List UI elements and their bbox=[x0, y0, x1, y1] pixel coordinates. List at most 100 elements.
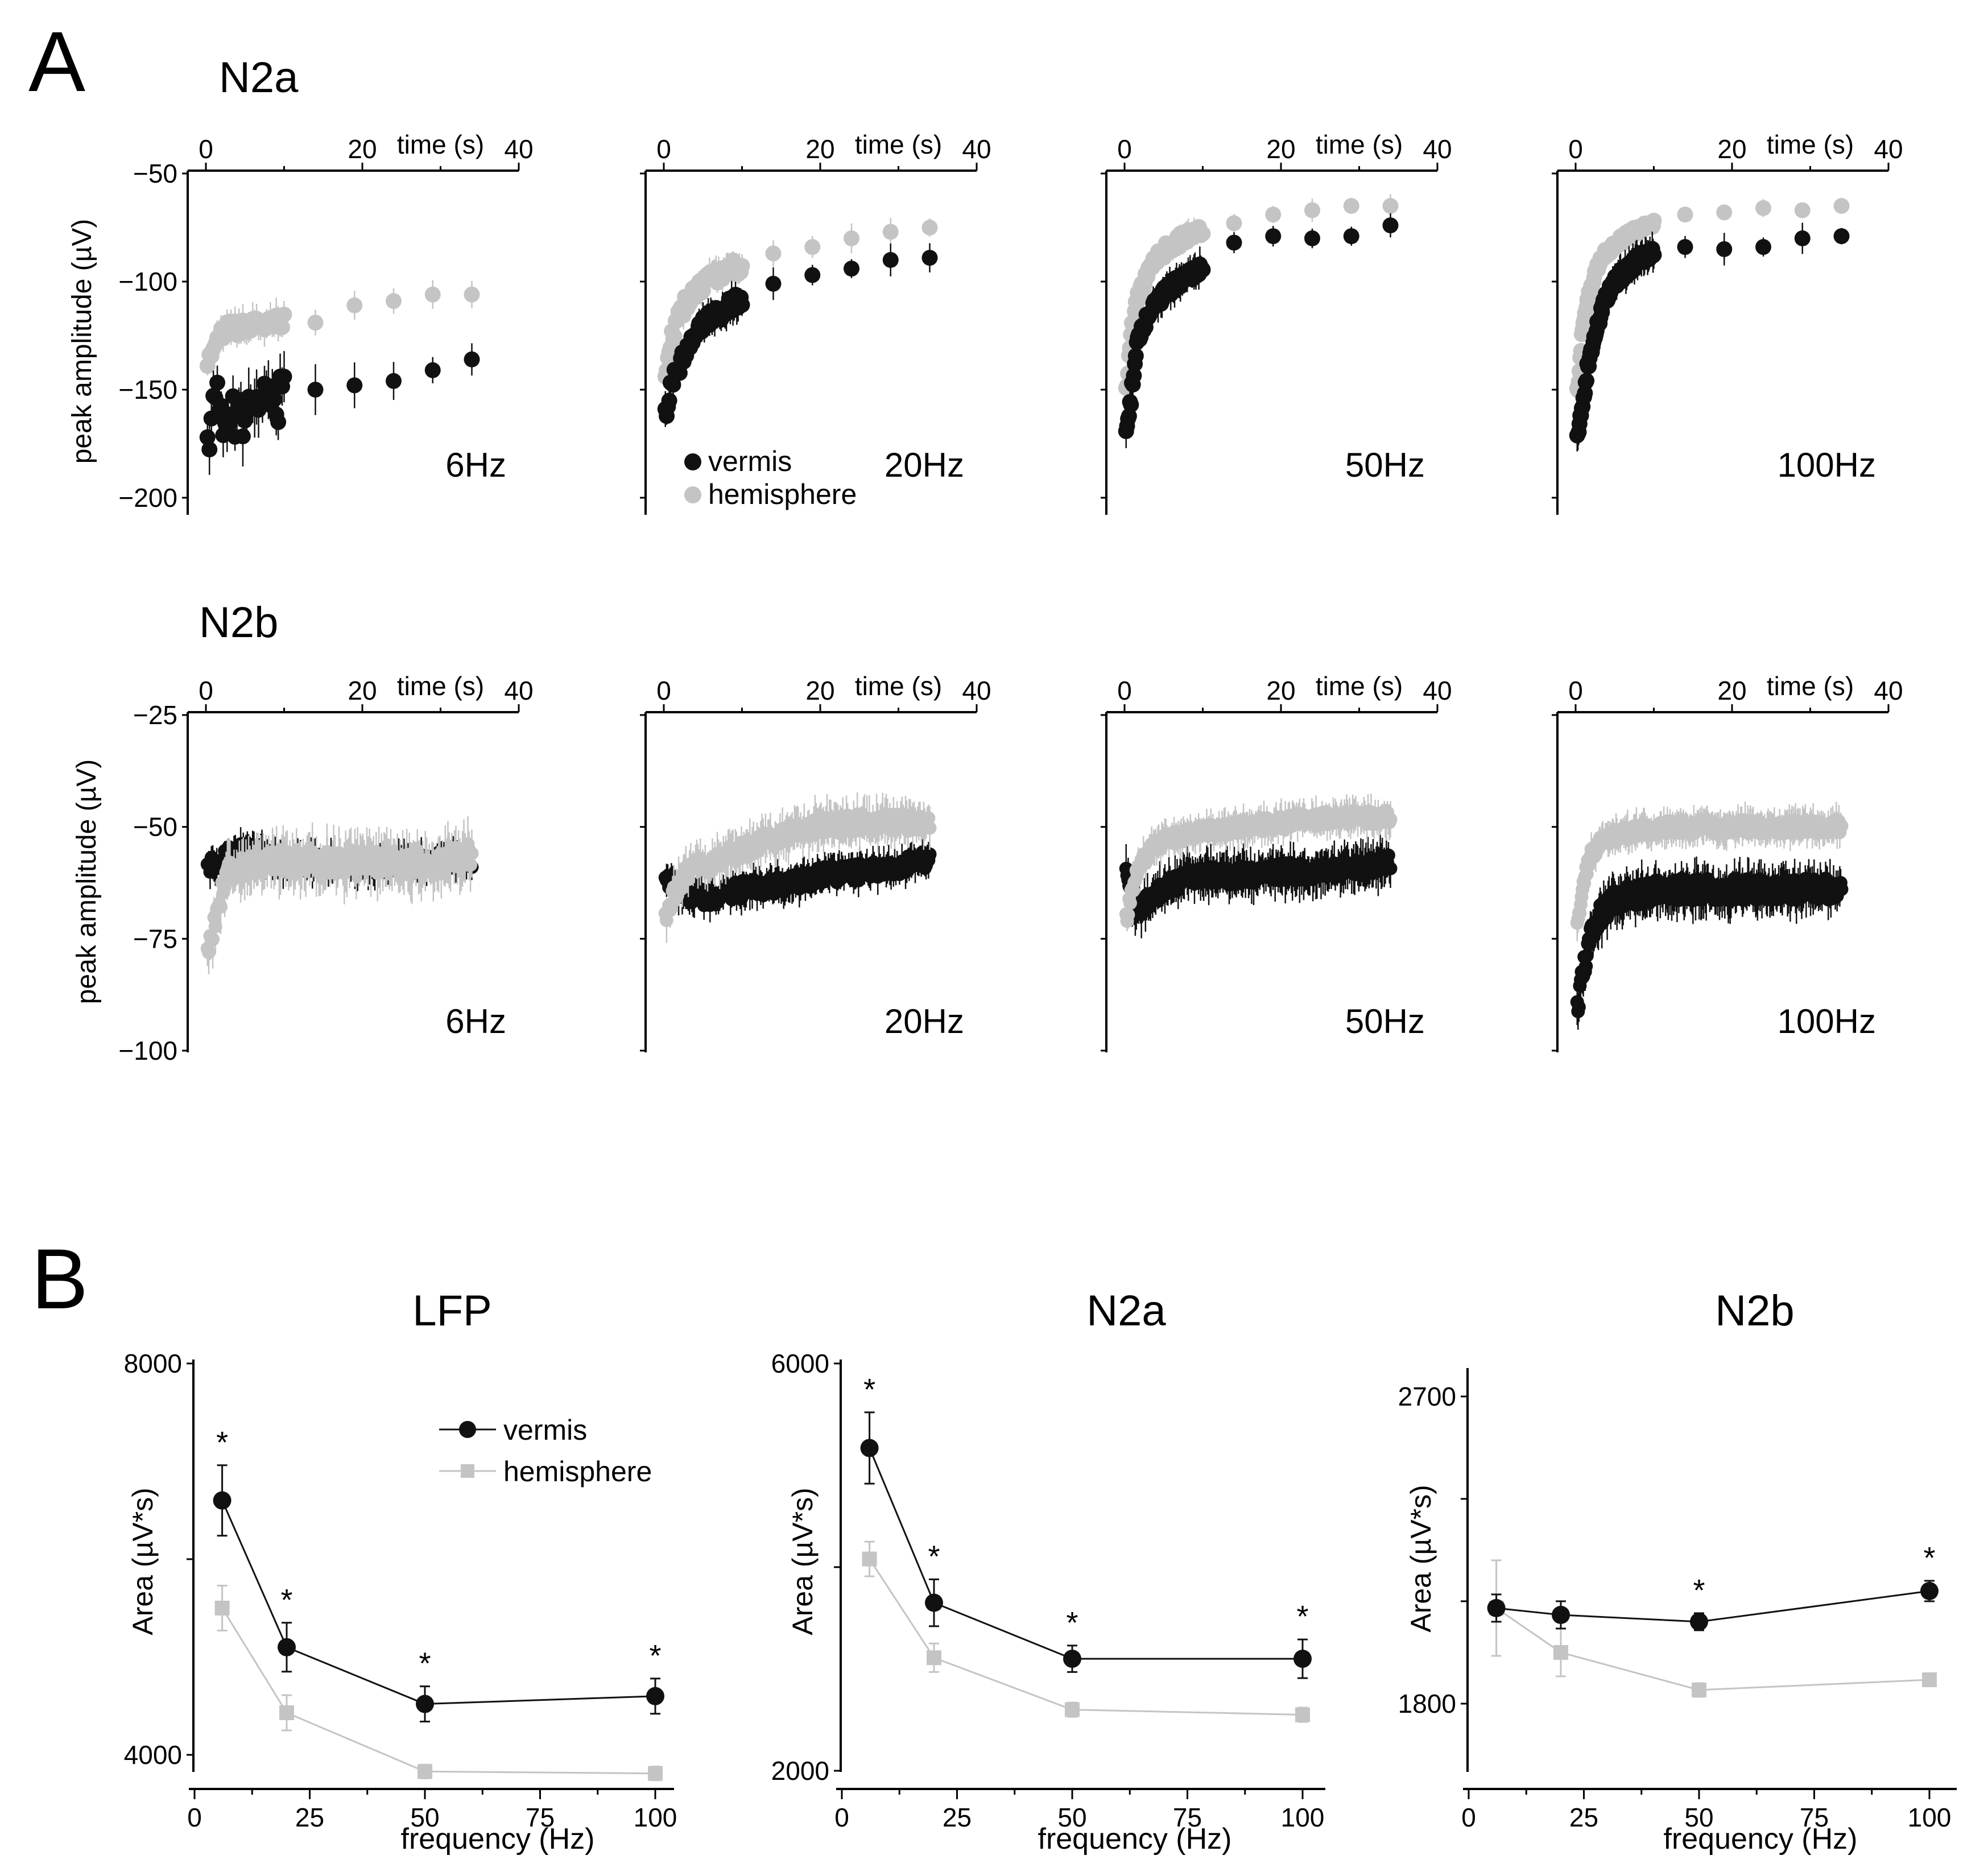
a-time-axis-label: time (s) bbox=[1316, 671, 1403, 701]
a-time-tick-label: 0 bbox=[1568, 134, 1583, 164]
a-subplot: 0 20 40 time (s) 100Hz bbox=[1552, 130, 1903, 515]
a-vermis-point bbox=[1580, 949, 1594, 963]
a-frequency-label: 20Hz bbox=[885, 446, 964, 484]
legend-hemisphere-marker bbox=[461, 1464, 474, 1478]
a-hemisphere-point bbox=[666, 328, 683, 345]
legend-vermis-marker bbox=[684, 453, 701, 470]
a-time-axis-label: time (s) bbox=[1767, 671, 1854, 701]
a-subplot: 0 20 40 time (s) 6Hz bbox=[182, 671, 534, 1052]
a-time-axis-label: time (s) bbox=[1767, 130, 1854, 159]
a-time-tick-label: 0 bbox=[1568, 676, 1583, 705]
a-hemisphere-point bbox=[804, 239, 821, 255]
a-frequency-label: 20Hz bbox=[885, 1002, 964, 1040]
a-vermis-point bbox=[765, 275, 782, 292]
a-ytick-label: −150 bbox=[118, 375, 177, 404]
a-subplot: 0 20 40 time (s) 6Hz bbox=[182, 130, 534, 515]
n2b-xlabel: frequency (Hz) bbox=[1664, 1823, 1858, 1856]
a-hemisphere-point bbox=[202, 945, 216, 960]
a-hemisphere-point bbox=[1833, 198, 1850, 214]
a-hemisphere-point bbox=[1716, 204, 1733, 221]
a-hemisphere-point bbox=[882, 224, 899, 240]
a-subplot: 0 20 40 time (s) 20Hz bbox=[640, 130, 991, 515]
a-subplot: 0 20 40 time (s) 50Hz bbox=[1101, 130, 1452, 515]
a-frequency-label: 6Hz bbox=[445, 446, 506, 484]
a-subplot: 0 20 40 time (s) 20Hz bbox=[640, 671, 991, 1052]
a-vermis-point bbox=[424, 362, 441, 378]
a-time-tick-label: 40 bbox=[1423, 134, 1452, 164]
a-frequency-label: 100Hz bbox=[1778, 1002, 1876, 1040]
a-hemisphere-point bbox=[424, 286, 441, 303]
n2b-ylabel: Area (µV*s) bbox=[1405, 1485, 1437, 1632]
a-vermis-point bbox=[921, 250, 938, 266]
a-vermis-point bbox=[386, 373, 402, 389]
a-hemisphere-point bbox=[734, 258, 750, 274]
a-hemisphere-point bbox=[1343, 198, 1359, 214]
a-time-tick-label: 20 bbox=[1266, 676, 1295, 705]
legend-vermis-label: vermis bbox=[503, 1414, 587, 1446]
n2a-row-title: N2a bbox=[219, 53, 299, 102]
a-time-tick-label: 20 bbox=[348, 676, 377, 705]
a-time-tick-label: 0 bbox=[1117, 134, 1132, 164]
a-time-tick-label: 0 bbox=[1117, 676, 1132, 705]
a-hemisphere-point bbox=[464, 858, 478, 872]
a-hemisphere-point bbox=[1195, 225, 1211, 242]
a-ytick-label: −50 bbox=[133, 812, 177, 842]
lfp-chart-title: LFP bbox=[412, 1287, 491, 1335]
a-vermis-point bbox=[1123, 396, 1139, 413]
a-hemisphere-point bbox=[1646, 212, 1662, 229]
a-vermis-point bbox=[209, 374, 226, 391]
a-hemisphere-point bbox=[274, 319, 291, 336]
a-vermis-point bbox=[1677, 239, 1693, 255]
a-vermis-point bbox=[1195, 262, 1211, 278]
n2a-chart-title: N2a bbox=[1086, 1287, 1166, 1335]
n2a-ylabel: peak amplitude (µV) bbox=[67, 219, 97, 464]
a-vermis-point bbox=[1126, 367, 1142, 384]
legend-vermis-label: vermis bbox=[708, 445, 792, 477]
a-time-tick-label: 20 bbox=[1717, 676, 1746, 705]
a-hemisphere-point bbox=[1382, 198, 1399, 214]
a-vermis-point bbox=[270, 414, 287, 431]
a-time-axis-label: time (s) bbox=[855, 671, 942, 701]
a-ytick-label: −25 bbox=[133, 700, 177, 730]
legend-hemisphere-label: hemisphere bbox=[503, 1456, 652, 1487]
a-frequency-label: 6Hz bbox=[445, 1002, 506, 1040]
lfp-xlabel: frequency (Hz) bbox=[401, 1823, 595, 1856]
a-hemisphere-point bbox=[1755, 200, 1771, 216]
a-time-tick-label: 20 bbox=[1717, 134, 1746, 164]
a-time-axis-label: time (s) bbox=[855, 130, 942, 159]
a-vermis-point bbox=[464, 351, 480, 367]
legend-hemisphere-label: hemisphere bbox=[708, 478, 857, 510]
a-vermis-point bbox=[1382, 217, 1399, 234]
a-vermis-point bbox=[804, 267, 821, 283]
a-vermis-point bbox=[1755, 239, 1771, 255]
a-time-tick-label: 40 bbox=[962, 134, 991, 164]
a-vermis-point bbox=[199, 429, 216, 445]
a-hemisphere-point bbox=[1226, 215, 1242, 232]
a-vermis-point bbox=[1578, 373, 1595, 389]
panel-b-letter: B bbox=[31, 1231, 88, 1327]
a-hemisphere-point bbox=[1794, 202, 1811, 218]
n2b-chart-title: N2b bbox=[1715, 1287, 1794, 1335]
a-vermis-point bbox=[1383, 861, 1398, 875]
a-vermis-point bbox=[1833, 228, 1850, 245]
a-vermis-point bbox=[661, 392, 677, 409]
a-vermis-point bbox=[1794, 230, 1811, 246]
a-time-tick-label: 0 bbox=[656, 134, 671, 164]
a-time-axis-label: time (s) bbox=[1316, 130, 1403, 159]
a-time-tick-label: 0 bbox=[656, 676, 671, 705]
a-time-tick-label: 20 bbox=[1266, 134, 1295, 164]
a-vermis-point bbox=[234, 428, 251, 445]
a-frequency-label: 100Hz bbox=[1778, 446, 1876, 484]
a-vermis-point bbox=[1265, 228, 1282, 245]
a-frequency-label: 50Hz bbox=[1345, 446, 1425, 484]
a-time-axis-label: time (s) bbox=[397, 130, 484, 159]
a-time-tick-label: 40 bbox=[962, 676, 991, 705]
a-time-tick-label: 40 bbox=[1874, 676, 1903, 705]
n2b-ylabel: peak amplitude (µV) bbox=[72, 759, 102, 1005]
panel-a-legend: vermis hemisphere bbox=[684, 445, 857, 510]
legend-hemisphere-marker bbox=[684, 486, 701, 503]
a-hemisphere-point bbox=[1121, 908, 1135, 922]
a-ytick-label: −200 bbox=[118, 483, 177, 513]
a-frequency-label: 50Hz bbox=[1345, 1002, 1425, 1040]
